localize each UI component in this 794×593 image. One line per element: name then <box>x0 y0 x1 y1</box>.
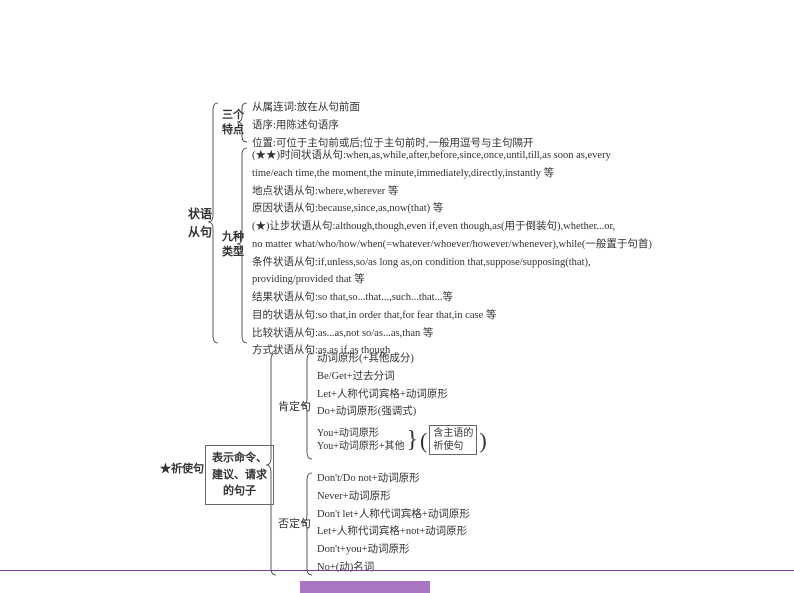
imperative-star-label: ★祈使句 <box>160 460 204 476</box>
nine-types-label: 九种 类型 <box>222 230 244 261</box>
footer-divider <box>0 570 794 572</box>
affirmative-lines: 动词原形(+其他成分) Be/Get+过去分词 Let+人称代词宾格+动词原形 … <box>317 351 487 458</box>
neg-line: Never+动词原形 <box>317 489 470 505</box>
type-line: (★★)时间状语从句:when,as,while,after,before,si… <box>252 148 652 164</box>
aff-you-line: You+动词原形 You+动词原形+其他 } 含主语的 祈使句 <box>317 422 487 458</box>
nine-types-label-wrap: 九种 类型 <box>222 230 248 261</box>
neg-line: Don't+you+动词原形 <box>317 542 470 558</box>
three-features-label: 三个 特点 <box>222 108 244 139</box>
imperative-box-line: 建议、请求 <box>212 467 267 484</box>
type-line: time/each time,the moment,the minute,imm… <box>252 166 652 182</box>
type-line: no matter what/who/how/when(=whatever/wh… <box>252 237 652 253</box>
neg-line: Don't let+人称代词宾格+动词原形 <box>317 507 470 523</box>
aff-line: Let+人称代词宾格+动词原形 <box>317 387 487 403</box>
nine-types-lines: (★★)时间状语从句:when,as,while,after,before,si… <box>252 148 652 359</box>
type-line: 结果状语从句:so that,so...that...,such...that.… <box>252 290 652 306</box>
type-line: 条件状语从句:if,unless,so/as long as,on condit… <box>252 255 652 271</box>
type-line: (★)让步状语从句:although,though,even if,even t… <box>252 219 652 235</box>
type-line: providing/provided that 等 <box>252 272 652 288</box>
adverbial-label-1: 状语 <box>188 205 212 223</box>
feature-line: 语序:用陈述句语序 <box>252 118 533 134</box>
aff-line: 动词原形(+其他成分) <box>317 351 487 367</box>
imperative-box-line: 的句子 <box>212 483 267 500</box>
neg-line: Let+人称代词宾格+not+动词原形 <box>317 524 470 540</box>
aff-you-sub: You+动词原形 You+动词原形+其他 <box>317 427 405 453</box>
type-line: 地点状语从句:where,wherever 等 <box>252 184 652 200</box>
imperative-box-line: 表示命令、 <box>212 450 267 467</box>
neg-line: No+(动)名词 <box>317 560 470 576</box>
three-features-group: 三个 特点 <box>222 108 248 139</box>
type-line: 原因状语从句:because,since,as,now(that) 等 <box>252 201 652 217</box>
adverbial-label-2: 从句 <box>188 223 212 241</box>
neg-line: Don't/Do not+动词原形 <box>317 471 470 487</box>
three-features-lines: 从属连词:放在从句前面 语序:用陈述句语序 位置:可位于主句前或后;位于主句前时… <box>252 100 533 151</box>
negative-label: 否定句 <box>278 515 311 531</box>
aff-note-paren: 含主语的 祈使句 <box>420 424 487 457</box>
feature-line: 从属连词:放在从句前面 <box>252 100 533 116</box>
affirmative-label: 肯定句 <box>278 398 311 414</box>
aff-note-box: 含主语的 祈使句 <box>429 425 477 455</box>
negative-lines: Don't/Do not+动词原形 Never+动词原形 Don't let+人… <box>317 471 470 576</box>
aff-line: Be/Get+过去分词 <box>317 369 487 385</box>
imperative-box: 表示命令、 建议、请求 的句子 <box>205 445 274 505</box>
type-line: 目的状语从句:so that,in order that,for fear th… <box>252 308 652 324</box>
type-line: 比较状语从句:as...as,not so/as...as,than 等 <box>252 326 652 342</box>
close-brace-icon: } <box>407 422 419 458</box>
footer-accent-bar <box>300 581 430 593</box>
adverbial-main-label: 状语 从句 <box>188 205 212 241</box>
aff-line: Do+动词原形(强调式) <box>317 404 487 420</box>
